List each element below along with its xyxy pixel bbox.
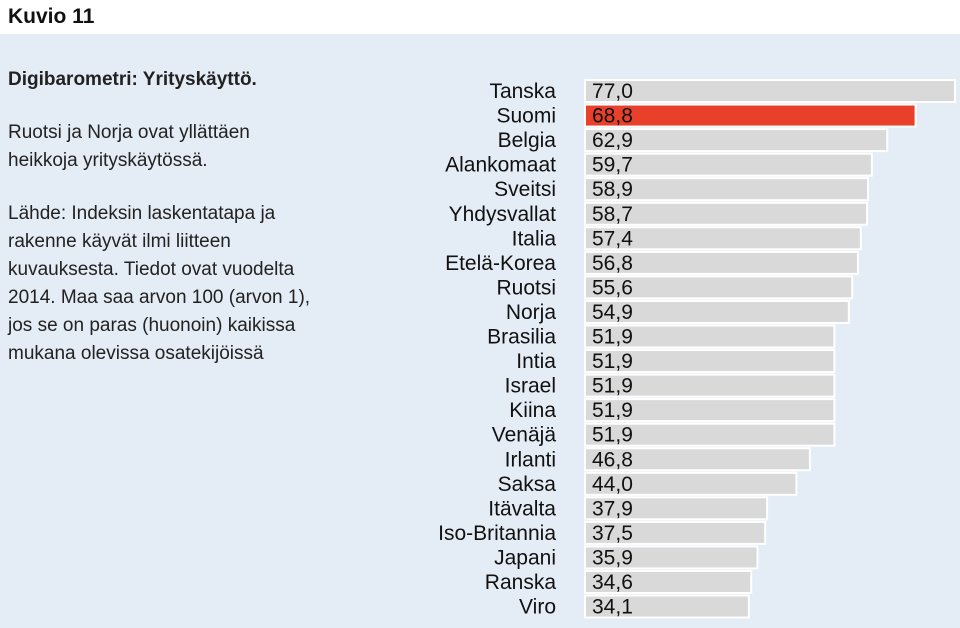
- category-label: Iso-Britannia: [438, 522, 556, 545]
- bar-ranska: [584, 570, 753, 594]
- bar-kiina: [584, 398, 836, 423]
- category-label: Intia: [516, 350, 556, 373]
- category-label: Kiina: [509, 399, 556, 422]
- value-label: 55,6: [592, 276, 633, 299]
- category-label: Israel: [505, 375, 556, 398]
- value-label: 58,9: [592, 178, 633, 201]
- value-label: 51,9: [592, 326, 633, 349]
- note-line: mukana olevissa osatekijöissä: [8, 343, 264, 364]
- value-label: 57,4: [592, 227, 633, 250]
- subtitle: Ruotsi ja Norja ovat yllättäen heikkoja …: [8, 119, 408, 175]
- bar-intia: [584, 349, 836, 374]
- value-label: 59,7: [592, 154, 633, 177]
- figure-label: Kuvio 11: [8, 5, 95, 28]
- value-label: 62,9: [592, 129, 633, 152]
- value-label: 44,0: [592, 473, 633, 496]
- category-label: Italia: [512, 227, 557, 250]
- category-label: Alankomaat: [445, 154, 556, 177]
- value-label: 77,0: [592, 80, 633, 103]
- bar-etelä-korea: [584, 250, 859, 275]
- value-label: 51,9: [592, 424, 633, 447]
- bar-saksa: [584, 471, 798, 496]
- value-label: 56,8: [592, 252, 633, 275]
- value-label: 51,9: [592, 375, 633, 398]
- bar-japani: [584, 545, 759, 570]
- header-band: [0, 0, 960, 34]
- bar-brasilia: [584, 324, 836, 349]
- category-label: Venäjä: [492, 424, 557, 447]
- category-label: Viro: [519, 596, 556, 619]
- value-label: 35,9: [592, 546, 633, 569]
- value-label: 46,8: [592, 448, 633, 471]
- bar-tanska: [584, 79, 956, 103]
- value-label: 34,6: [592, 571, 633, 594]
- value-label: 58,7: [592, 203, 633, 226]
- category-label: Tanska: [489, 80, 556, 103]
- bar-israel: [584, 373, 836, 398]
- note-line: 2014. Maa saa arvon 100 (arvon 1),: [8, 287, 311, 308]
- source-note: Lähde: Indeksin laskentatapa ja rakenne …: [8, 200, 408, 368]
- value-label: 51,9: [592, 350, 633, 373]
- category-label: Norja: [506, 301, 557, 324]
- bar-ruotsi: [584, 275, 854, 300]
- bar-iso-britannia: [584, 520, 767, 545]
- value-label: 68,8: [592, 105, 633, 128]
- category-label: Ranska: [485, 571, 557, 594]
- category-label: Suomi: [496, 105, 556, 128]
- category-label: Brasilia: [487, 326, 556, 349]
- note-line: rakenne käyvät ilmi liitteen: [8, 231, 231, 252]
- bar-sveitsi: [584, 177, 870, 202]
- bar-belgia: [584, 128, 889, 153]
- category-label: Japani: [494, 546, 556, 569]
- bar-itävalta: [584, 496, 769, 521]
- category-label: Etelä-Korea: [445, 252, 556, 275]
- value-label: 54,9: [592, 301, 633, 324]
- bar-irlanti: [584, 447, 811, 472]
- subtitle-line: Ruotsi ja Norja ovat yllättäen: [8, 122, 250, 143]
- bar-venäjä: [584, 422, 836, 447]
- bar-italia: [584, 226, 862, 251]
- note-line: kuvauksesta. Tiedot ovat vuodelta: [8, 259, 295, 280]
- chart-title: Digibarometri: Yrityskäyttö.: [8, 69, 257, 90]
- category-label: Sveitsi: [494, 178, 556, 201]
- text-panel: Digibarometri: Yrityskäyttö. Ruotsi ja N…: [8, 66, 408, 368]
- category-label: Itävalta: [488, 497, 556, 520]
- category-label: Irlanti: [505, 448, 556, 471]
- category-label: Saksa: [498, 473, 557, 496]
- bar-viro: [584, 594, 750, 619]
- note-line: Lähde: Indeksin laskentatapa ja: [8, 203, 276, 224]
- category-label: Belgia: [498, 129, 557, 152]
- bar-norja: [584, 299, 850, 324]
- bar-suomi: [584, 103, 917, 128]
- value-label: 51,9: [592, 399, 633, 422]
- value-label: 34,1: [592, 596, 633, 619]
- bar-alankomaat: [584, 152, 873, 177]
- category-label: Ruotsi: [496, 276, 556, 299]
- category-label: Yhdysvallat: [449, 203, 557, 226]
- bar-yhdysvallat: [584, 201, 869, 226]
- note-line: jos se on paras (huonoin) kaikissa: [8, 315, 296, 336]
- value-label: 37,5: [592, 522, 633, 545]
- value-label: 37,9: [592, 497, 633, 520]
- subtitle-line: heikkoja yrityskäytössä.: [8, 150, 208, 171]
